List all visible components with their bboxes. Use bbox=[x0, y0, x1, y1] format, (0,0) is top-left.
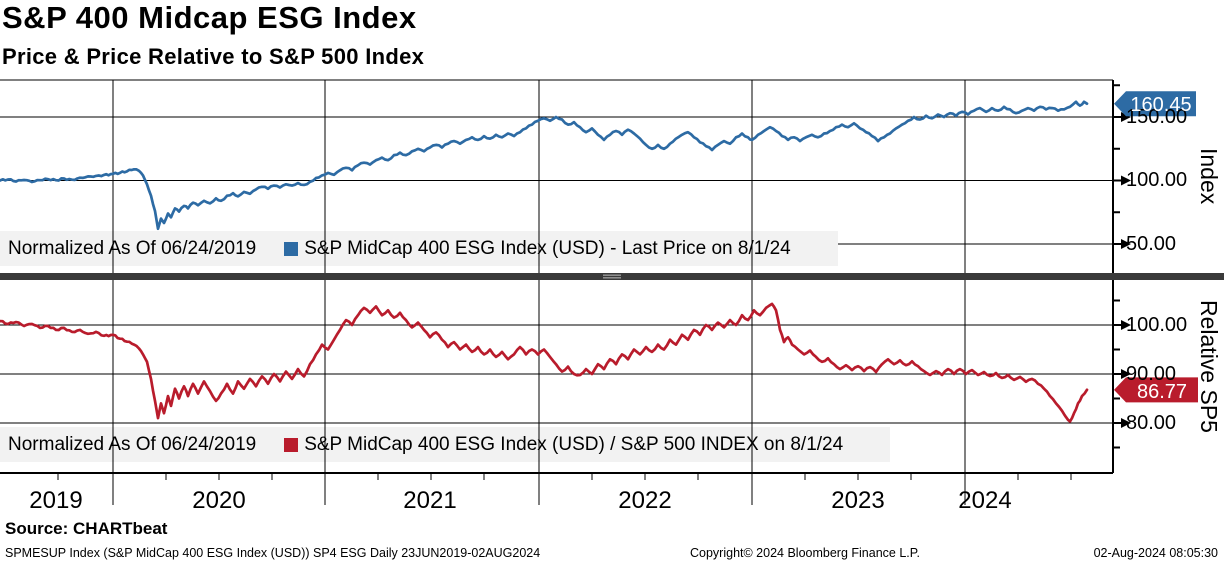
panel-separator[interactable] bbox=[0, 273, 1224, 280]
top-tick-50: 50.00 bbox=[1126, 233, 1177, 255]
bottom-axis-name: Relative SP5 bbox=[1196, 300, 1222, 433]
page-title: S&P 400 Midcap ESG Index bbox=[2, 0, 417, 35]
year-gridlines bbox=[112, 80, 966, 505]
legend-strips bbox=[0, 231, 890, 462]
top-axis-name: Index bbox=[1196, 148, 1222, 205]
bottom-tick-100: 100.00 bbox=[1126, 314, 1188, 336]
page-subtitle: Price & Price Relative to S&P 500 Index bbox=[2, 44, 425, 69]
bottom-legend-series: S&P MidCap 400 ESG Index (USD) / S&P 500… bbox=[304, 433, 844, 455]
year-label-2024: 2024 bbox=[958, 487, 1012, 514]
bottom-tick-80: 80.00 bbox=[1126, 412, 1177, 434]
year-label-2023: 2023 bbox=[831, 487, 885, 514]
series-lines bbox=[0, 100, 1089, 423]
footer-timestamp: 02-Aug-2024 08:05:30 bbox=[1093, 546, 1218, 560]
top-legend-series: S&P MidCap 400 ESG Index (USD) - Last Pr… bbox=[304, 237, 791, 259]
horizontal-gridlines bbox=[0, 116, 1113, 424]
top-legend: Normalized As Of 06/24/2019 S&P MidCap 4… bbox=[0, 231, 791, 266]
footer-copyright: Copyright© 2024 Bloomberg Finance L.P. bbox=[690, 546, 920, 560]
year-label-2020: 2020 bbox=[192, 487, 246, 514]
bottom-legend-normalized: Normalized As Of 06/24/2019 bbox=[8, 433, 257, 455]
year-label-2022: 2022 bbox=[618, 487, 672, 514]
red-series-swatch-icon bbox=[284, 437, 299, 452]
top-tick-150: 150.00 bbox=[1126, 106, 1188, 128]
source-line: Source: CHARTbeat bbox=[5, 519, 168, 538]
year-label-2021: 2021 bbox=[403, 487, 457, 514]
bottom-legend: Normalized As Of 06/24/2019 S&P MidCap 4… bbox=[0, 427, 843, 462]
top-tick-100: 100.00 bbox=[1126, 169, 1188, 191]
bottom-last-value-badge: 86.77 bbox=[1136, 381, 1188, 403]
blue-series-swatch-icon bbox=[284, 241, 299, 256]
axis-ticks bbox=[57, 84, 1131, 480]
top-legend-normalized: Normalized As Of 06/24/2019 bbox=[8, 237, 257, 259]
bottom-tick-90: 90.00 bbox=[1126, 363, 1177, 385]
top-last-value-badge: 160.45 bbox=[1130, 94, 1192, 116]
last-value-badges bbox=[1114, 91, 1198, 403]
footer-ticker-info: SPMESUP Index (S&P MidCap 400 ESG Index … bbox=[5, 546, 541, 560]
year-label-2019: 2019 bbox=[29, 487, 83, 514]
